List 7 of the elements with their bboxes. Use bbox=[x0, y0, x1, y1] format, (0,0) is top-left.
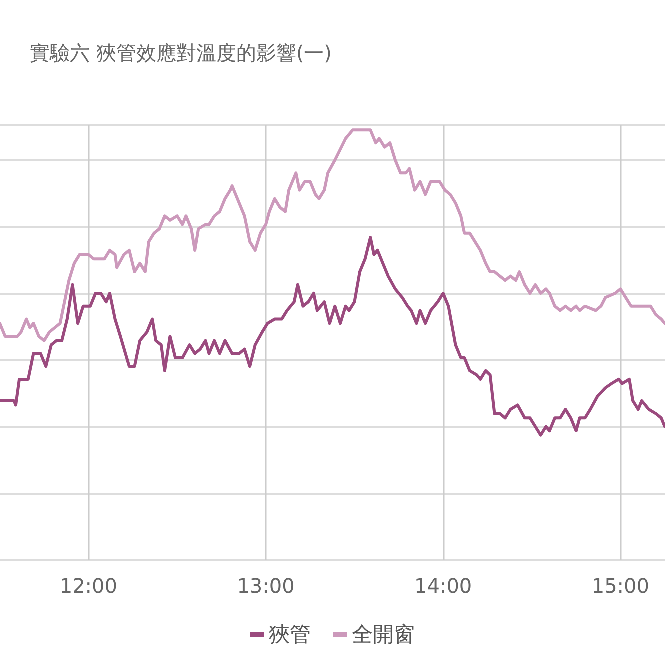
x-tick-label: 15:00 bbox=[592, 574, 650, 598]
x-tick-label: 13:00 bbox=[237, 574, 295, 598]
x-tick-label: 12:00 bbox=[60, 574, 118, 598]
x-tick-label: 14:00 bbox=[414, 574, 472, 598]
legend-label: 狹管 bbox=[269, 622, 311, 646]
legend-label: 全開窗 bbox=[352, 622, 415, 646]
chart-title: 實驗六 狹管效應對溫度的影響(一) bbox=[30, 41, 332, 65]
